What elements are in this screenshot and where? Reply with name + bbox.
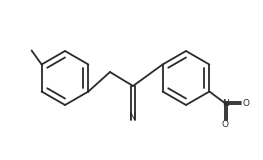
Text: N: N — [222, 99, 229, 108]
Text: O: O — [243, 99, 250, 108]
Text: O: O — [222, 120, 229, 129]
Text: N: N — [129, 112, 137, 122]
